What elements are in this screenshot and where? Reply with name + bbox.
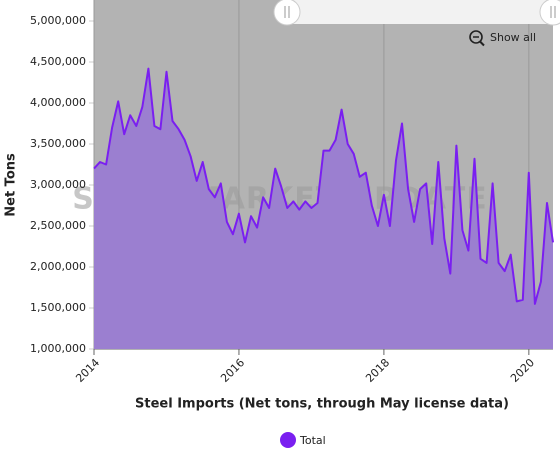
x-axis-title: Steel Imports (Net tons, through May lic… (135, 397, 509, 412)
zoom-icon (469, 30, 483, 44)
x-tick-label: 2020 (508, 356, 537, 385)
y-tick-label: 2,500,000 (30, 219, 86, 232)
x-tick-label: 2018 (363, 356, 392, 385)
area (94, 68, 553, 349)
y-tick-label: 4,000,000 (30, 96, 86, 109)
legend-swatch (280, 432, 296, 448)
y-tick-label: 4,500,000 (30, 55, 86, 68)
line (93, 67, 554, 305)
y-tick-label: 3,500,000 (30, 137, 86, 150)
x-tick-label: 2016 (218, 356, 247, 385)
navigator-handle[interactable] (273, 0, 301, 26)
legend-label: Total (299, 434, 326, 447)
show-all-label[interactable]: Show all (490, 31, 536, 44)
show-all-button[interactable]: Show all (469, 30, 536, 47)
y-tick-label: 3,000,000 (30, 178, 86, 191)
y-tick-label: 1,000,000 (30, 342, 86, 355)
y-axis-title: Net Tons (4, 153, 19, 217)
zoom-icon (479, 40, 485, 47)
navigator-window[interactable] (287, 0, 553, 24)
y-tick-label: 2,000,000 (30, 260, 86, 273)
navigator[interactable] (273, 0, 560, 26)
y-tick-label: 5,000,000 (30, 14, 86, 27)
y-tick-label: 1,500,000 (30, 301, 86, 314)
x-tick-label: 2014 (73, 356, 102, 385)
